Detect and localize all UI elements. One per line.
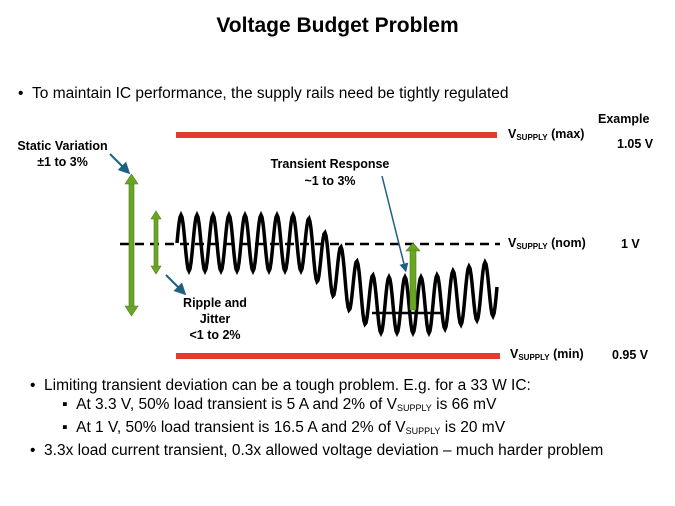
intro-bullet: • To maintain IC performance, the supply… — [18, 85, 509, 102]
static-variation-arrow — [124, 173, 139, 317]
transient-arrow — [405, 242, 421, 311]
intro-bullet-text: To maintain IC performance, the supply r… — [32, 85, 509, 102]
ripple-arrow — [150, 210, 162, 275]
rail-min-example: 0.95 V — [612, 348, 649, 362]
sub-bullet-item: ▪ At 3.3 V, 50% load transient is 5 A an… — [62, 396, 497, 413]
static-pointer-icon — [109, 153, 131, 175]
rail-nom-example: 1 V — [621, 237, 640, 251]
bullet-list: • Limiting transient deviation can be a … — [30, 376, 650, 460]
rail-nom-label: VSUPPLY (nom) — [508, 236, 586, 251]
rail-min-label: VSUPPLY (min) — [510, 347, 584, 362]
bullet-item: • 3.3x load current transient, 0.3x allo… — [30, 442, 604, 459]
rail-max-label: VSUPPLY (max) — [508, 127, 585, 142]
transient-response-label: Transient Response ~1 to 3% — [270, 157, 390, 188]
ripple-pointer-icon — [165, 274, 187, 296]
slide-title: Voltage Budget Problem — [216, 14, 459, 37]
rail-max-example: 1.05 V — [617, 137, 654, 151]
static-variation-label: Static Variation ±1 to 3% — [17, 139, 108, 169]
ripple-jitter-label: Ripple and Jitter <1 to 2% — [183, 296, 247, 342]
voltage-waveform — [175, 210, 499, 338]
sub-bullet-item: ▪ At 1 V, 50% load transient is 16.5 A a… — [62, 419, 506, 436]
bullet-item: • Limiting transient deviation can be a … — [30, 377, 531, 394]
example-header: Example — [598, 112, 650, 126]
transient-pointer-icon — [381, 175, 409, 273]
